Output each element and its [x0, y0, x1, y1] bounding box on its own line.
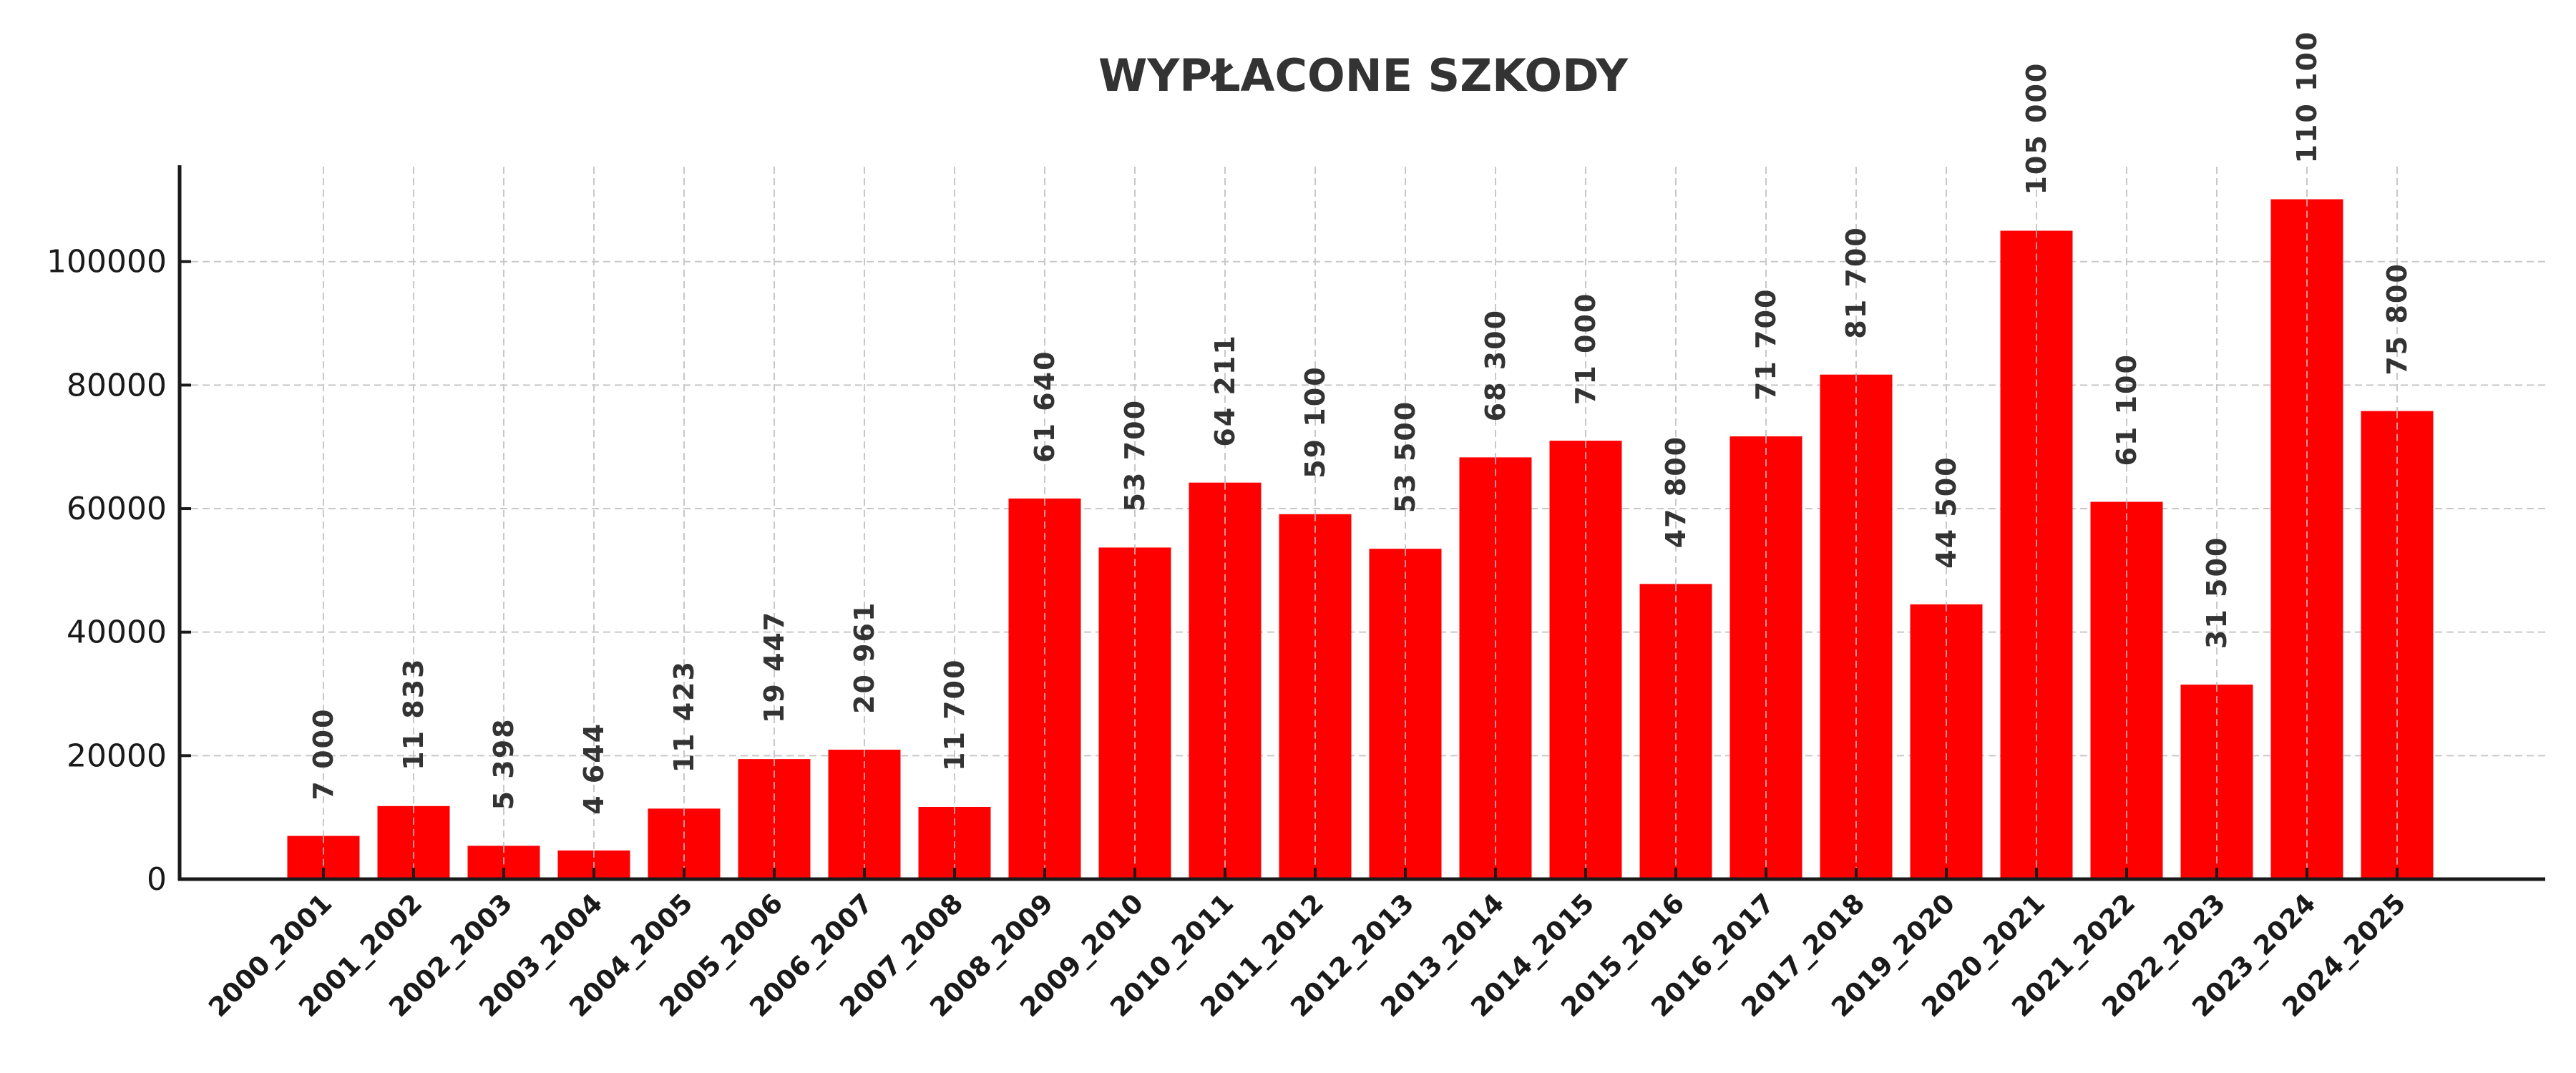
chart-title: WYPŁACONE SZKODY — [1098, 49, 1629, 102]
value-label: 59 100 — [1299, 366, 1331, 478]
value-label: 61 640 — [1029, 350, 1060, 462]
y-tick-label: 60000 — [67, 491, 167, 527]
axes — [177, 165, 2545, 881]
value-label: 53 700 — [1119, 399, 1151, 511]
value-label: 47 800 — [1660, 436, 1692, 548]
value-label: 61 100 — [2111, 353, 2142, 466]
y-tick-label: 0 — [147, 861, 167, 898]
value-label: 11 833 — [398, 657, 429, 770]
value-label: 7 000 — [308, 708, 339, 800]
value-label: 105 000 — [2021, 62, 2052, 195]
value-label: 75 800 — [2381, 263, 2413, 375]
value-label: 81 700 — [1840, 226, 1872, 338]
value-label: 71 000 — [1570, 293, 1601, 405]
value-label: 20 961 — [849, 602, 880, 714]
value-label: 31 500 — [2201, 536, 2233, 649]
y-tick-label: 100000 — [47, 244, 167, 280]
value-label: 110 100 — [2291, 31, 2323, 164]
value-label: 11 700 — [939, 659, 970, 771]
value-label: 53 500 — [1390, 401, 1421, 513]
y-tick-label: 80000 — [67, 367, 167, 403]
value-label: 64 211 — [1209, 334, 1241, 446]
value-labels: 7 000 11 833 5 398 4 644 11 423 19 447 20 961 1… — [308, 31, 2413, 879]
value-label: 19 447 — [758, 611, 790, 723]
value-label: 4 644 — [578, 722, 610, 815]
y-tick-label: 20000 — [67, 738, 167, 774]
value-label: 11 423 — [668, 660, 700, 773]
bar-2015_2016 — [1639, 584, 1712, 879]
value-label: 68 300 — [1480, 309, 1511, 421]
value-label: 71 700 — [1750, 288, 1782, 401]
y-tick-label: 40000 — [67, 614, 167, 651]
value-label: 44 500 — [1931, 456, 1962, 568]
y-axis-ticks: 0 20000 40000 60000 80000 100000 — [47, 244, 191, 898]
value-label: 5 398 — [488, 717, 519, 810]
